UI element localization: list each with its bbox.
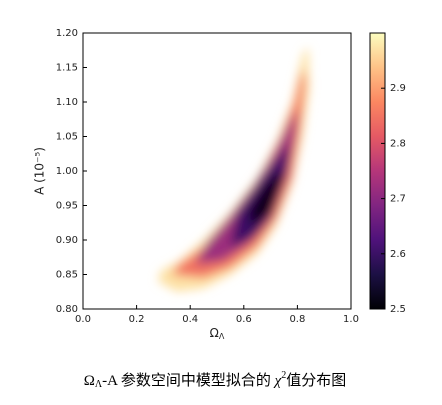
y-axis-label: A (10⁻⁵) <box>33 147 47 195</box>
y-tick-label: 1.00 <box>56 166 78 177</box>
colorbar-tick-label: 2.8 <box>390 138 406 149</box>
y-tick-label: 1.10 <box>56 97 78 108</box>
heatmap <box>158 46 310 292</box>
y-tick-label: 1.20 <box>56 28 78 39</box>
caption-text: -A 参数空间中模型拟合的 <box>102 372 275 389</box>
y-tick-label: 1.05 <box>56 132 78 143</box>
x-tick-label: 1.0 <box>343 314 359 325</box>
x-label-main: Ω <box>210 326 219 340</box>
y-tick-label: 0.80 <box>56 304 78 315</box>
x-tick-label: 0.8 <box>289 314 305 325</box>
colorbar-tick-label: 2.6 <box>390 249 406 260</box>
colorbar-tick-label: 2.9 <box>390 83 406 94</box>
caption: ΩΛ-A 参数空间中模型拟合的 χ2值分布图 <box>84 370 347 390</box>
x-tick-label: 0.0 <box>75 314 91 325</box>
x-axis-label: ΩΛ <box>210 326 225 341</box>
caption-omega: Ω <box>84 373 95 389</box>
caption-sub: Λ <box>95 379 103 390</box>
y-tick-label: 1.15 <box>56 63 78 74</box>
caption-sup: 2 <box>281 370 286 381</box>
x-tick-label: 0.4 <box>182 314 198 325</box>
x-tick-label: 0.2 <box>129 314 145 325</box>
x-tick-label: 0.6 <box>236 314 252 325</box>
colorbar-tick-label: 2.7 <box>390 194 406 205</box>
colorbar-tick-label: 2.5 <box>390 304 406 315</box>
y-tick-label: 0.85 <box>56 270 78 281</box>
caption-chi: χ <box>273 373 282 389</box>
colorbar <box>369 32 386 310</box>
y-tick-label: 0.95 <box>56 201 78 212</box>
contour-region <box>158 46 310 292</box>
y-tick-label: 0.90 <box>56 235 78 246</box>
x-label-sub: Λ <box>219 332 225 341</box>
caption-text: 值分布图 <box>286 372 346 389</box>
contour-region <box>249 171 283 227</box>
